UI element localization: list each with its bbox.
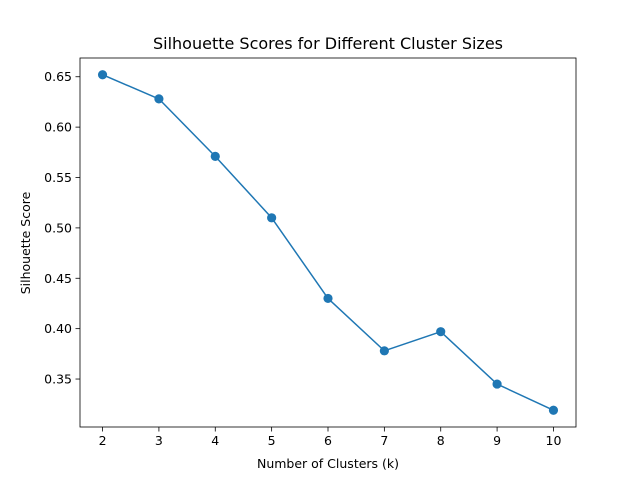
y-tick-label: 0.55 (44, 170, 72, 185)
y-axis-label: Silhouette Score (18, 191, 33, 294)
x-tick-label: 3 (155, 433, 163, 448)
x-tick-label: 2 (99, 433, 107, 448)
x-tick-label: 6 (324, 433, 332, 448)
plot-area: 2 3 4 5 6 7 8 9 10 0.35 0.40 0.45 0.50 0.55 0.60 0.65 (44, 57, 577, 448)
data-point (267, 213, 277, 223)
y-tick-label: 0.50 (44, 220, 72, 235)
data-point (436, 327, 446, 337)
data-point (492, 379, 502, 389)
x-tick-label: 8 (437, 433, 445, 448)
chart-title: Silhouette Scores for Different Cluster … (153, 34, 503, 53)
data-point (97, 70, 108, 80)
y-tick-label: 0.60 (44, 120, 72, 135)
x-tick-label: 9 (493, 433, 501, 448)
data-point (323, 293, 333, 304)
data-point (379, 346, 389, 356)
x-tick-label: 4 (211, 433, 219, 448)
y-tick-label: 0.40 (44, 321, 72, 336)
x-tick-label: 7 (380, 433, 388, 448)
y-tick-label: 0.45 (44, 271, 72, 286)
data-point (210, 151, 220, 161)
x-tick-label: 5 (268, 433, 276, 448)
data-point (548, 405, 559, 415)
x-axis-label: Number of Clusters (k) (257, 456, 399, 471)
data-point (154, 94, 164, 104)
y-tick-label: 0.35 (44, 372, 72, 387)
y-tick-label: 0.65 (44, 69, 72, 84)
x-tick-label: 10 (546, 433, 562, 448)
